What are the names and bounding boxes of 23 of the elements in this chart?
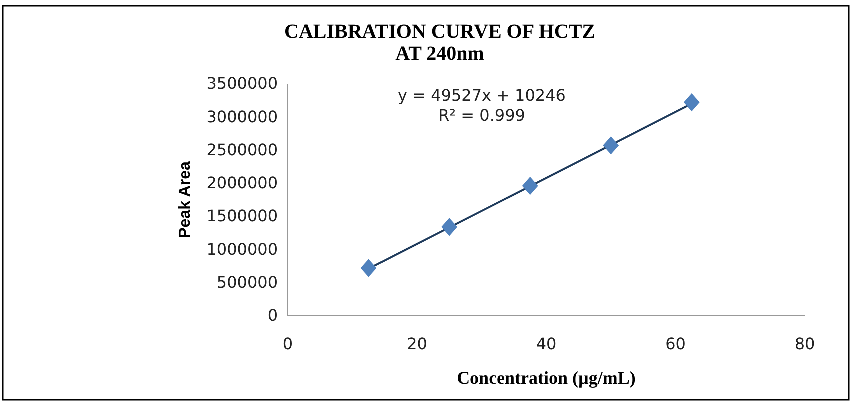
- y-tick-label: 2500000: [206, 140, 278, 160]
- y-tick-label: 1500000: [206, 206, 278, 226]
- point: [522, 177, 538, 196]
- y-tick-label: 500000: [216, 272, 278, 292]
- point: [442, 218, 458, 236]
- chart-title: CALIBRATION CURVE OF HCTZ AT 240nm: [284, 21, 596, 65]
- y-tick-label: 0: [268, 306, 278, 326]
- x-tick-label: 40: [536, 334, 557, 354]
- x-tick-label: 60: [666, 334, 686, 354]
- x-axis-title: Concentration (µg/mL): [457, 368, 636, 388]
- annotation: R² = 0.999: [438, 106, 526, 125]
- y-tick-label: 3000000: [206, 107, 278, 126]
- x-tick-label: 80: [794, 334, 816, 354]
- x-tick-label: 0: [282, 334, 294, 354]
- point: [684, 94, 700, 112]
- annotation: y = 49527x + 10246: [398, 86, 566, 105]
- y-tick-label: 1000000: [206, 240, 278, 259]
- point: [360, 259, 377, 278]
- x-tick-label: 20: [407, 334, 428, 354]
- y-tick-label: 2000000: [206, 174, 278, 193]
- y-axis-title: Peak Area: [177, 162, 194, 238]
- point: [603, 136, 620, 155]
- y-tick-label: 3500000: [206, 74, 278, 94]
